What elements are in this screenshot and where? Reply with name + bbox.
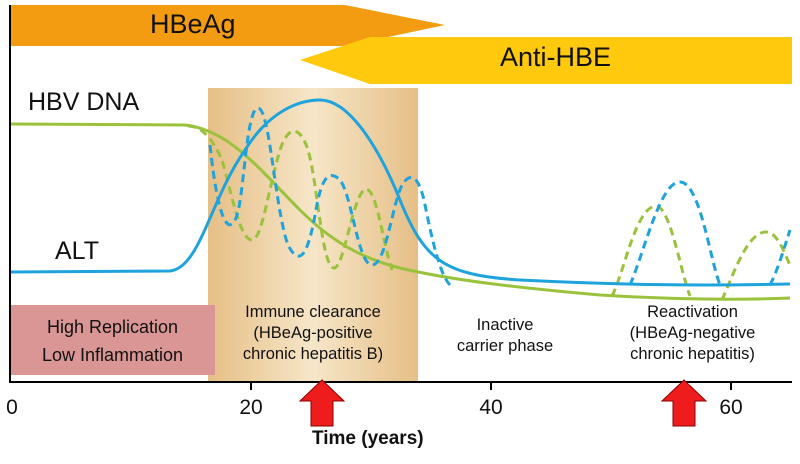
alt-flare-dashed xyxy=(187,124,394,271)
high-replication-box xyxy=(10,305,215,375)
hbv-dna-curve xyxy=(9,98,791,287)
high-replication-line1: High Replication xyxy=(46,317,179,337)
hbv-dna-reactivation-dashed xyxy=(628,180,792,286)
reactivation-line3: chronic hepatitis) xyxy=(630,345,755,363)
x-tick-label-60: 60 xyxy=(719,396,743,419)
inactive-line2: carrier phase xyxy=(456,337,554,355)
x-axis-label: Time (years) xyxy=(312,428,424,449)
reactivation-line1: Reactivation xyxy=(647,303,738,321)
high-replication-line2: Low Inflammation xyxy=(41,345,184,365)
inactive-carrier-label: Inactive carrier phase xyxy=(430,315,580,357)
x-tick-label-0: 0 xyxy=(6,396,18,419)
red-arrow-immune-clearance xyxy=(298,379,346,427)
alt-curve xyxy=(9,122,791,301)
red-arrow-reactivation xyxy=(660,379,708,427)
x-tick-label-20: 20 xyxy=(239,396,263,419)
inactive-line1: Inactive xyxy=(476,316,534,334)
immune-clearance-label: Immune clearance (HBeAg-positive chronic… xyxy=(208,302,418,365)
hbeag-label: HBeAg xyxy=(150,9,236,39)
immune-clearance-line2: (HBeAg-positive xyxy=(253,324,373,342)
immune-clearance-line3: chronic hepatitis B) xyxy=(242,345,384,363)
alt-label: ALT xyxy=(55,237,99,265)
reactivation-label: Reactivation (HBeAg-negative chronic hep… xyxy=(600,302,785,365)
hbv-dna-label: HBV DNA xyxy=(28,88,140,116)
alt-reactivation-dashed xyxy=(610,204,792,301)
x-tick-label-40: 40 xyxy=(479,396,503,419)
high-replication-label: High Replication Low Inflammation xyxy=(10,313,215,369)
hbv-dna-flare-dashed xyxy=(208,106,452,287)
anti-hbe-bar xyxy=(300,37,792,84)
immune-clearance-line1: Immune clearance xyxy=(245,303,381,321)
immune-clearance-region xyxy=(208,88,418,382)
anti-hbe-label: Anti-HBE xyxy=(500,42,612,72)
reactivation-line2: (HBeAg-negative xyxy=(629,324,756,342)
hbeag-bar xyxy=(10,5,445,46)
